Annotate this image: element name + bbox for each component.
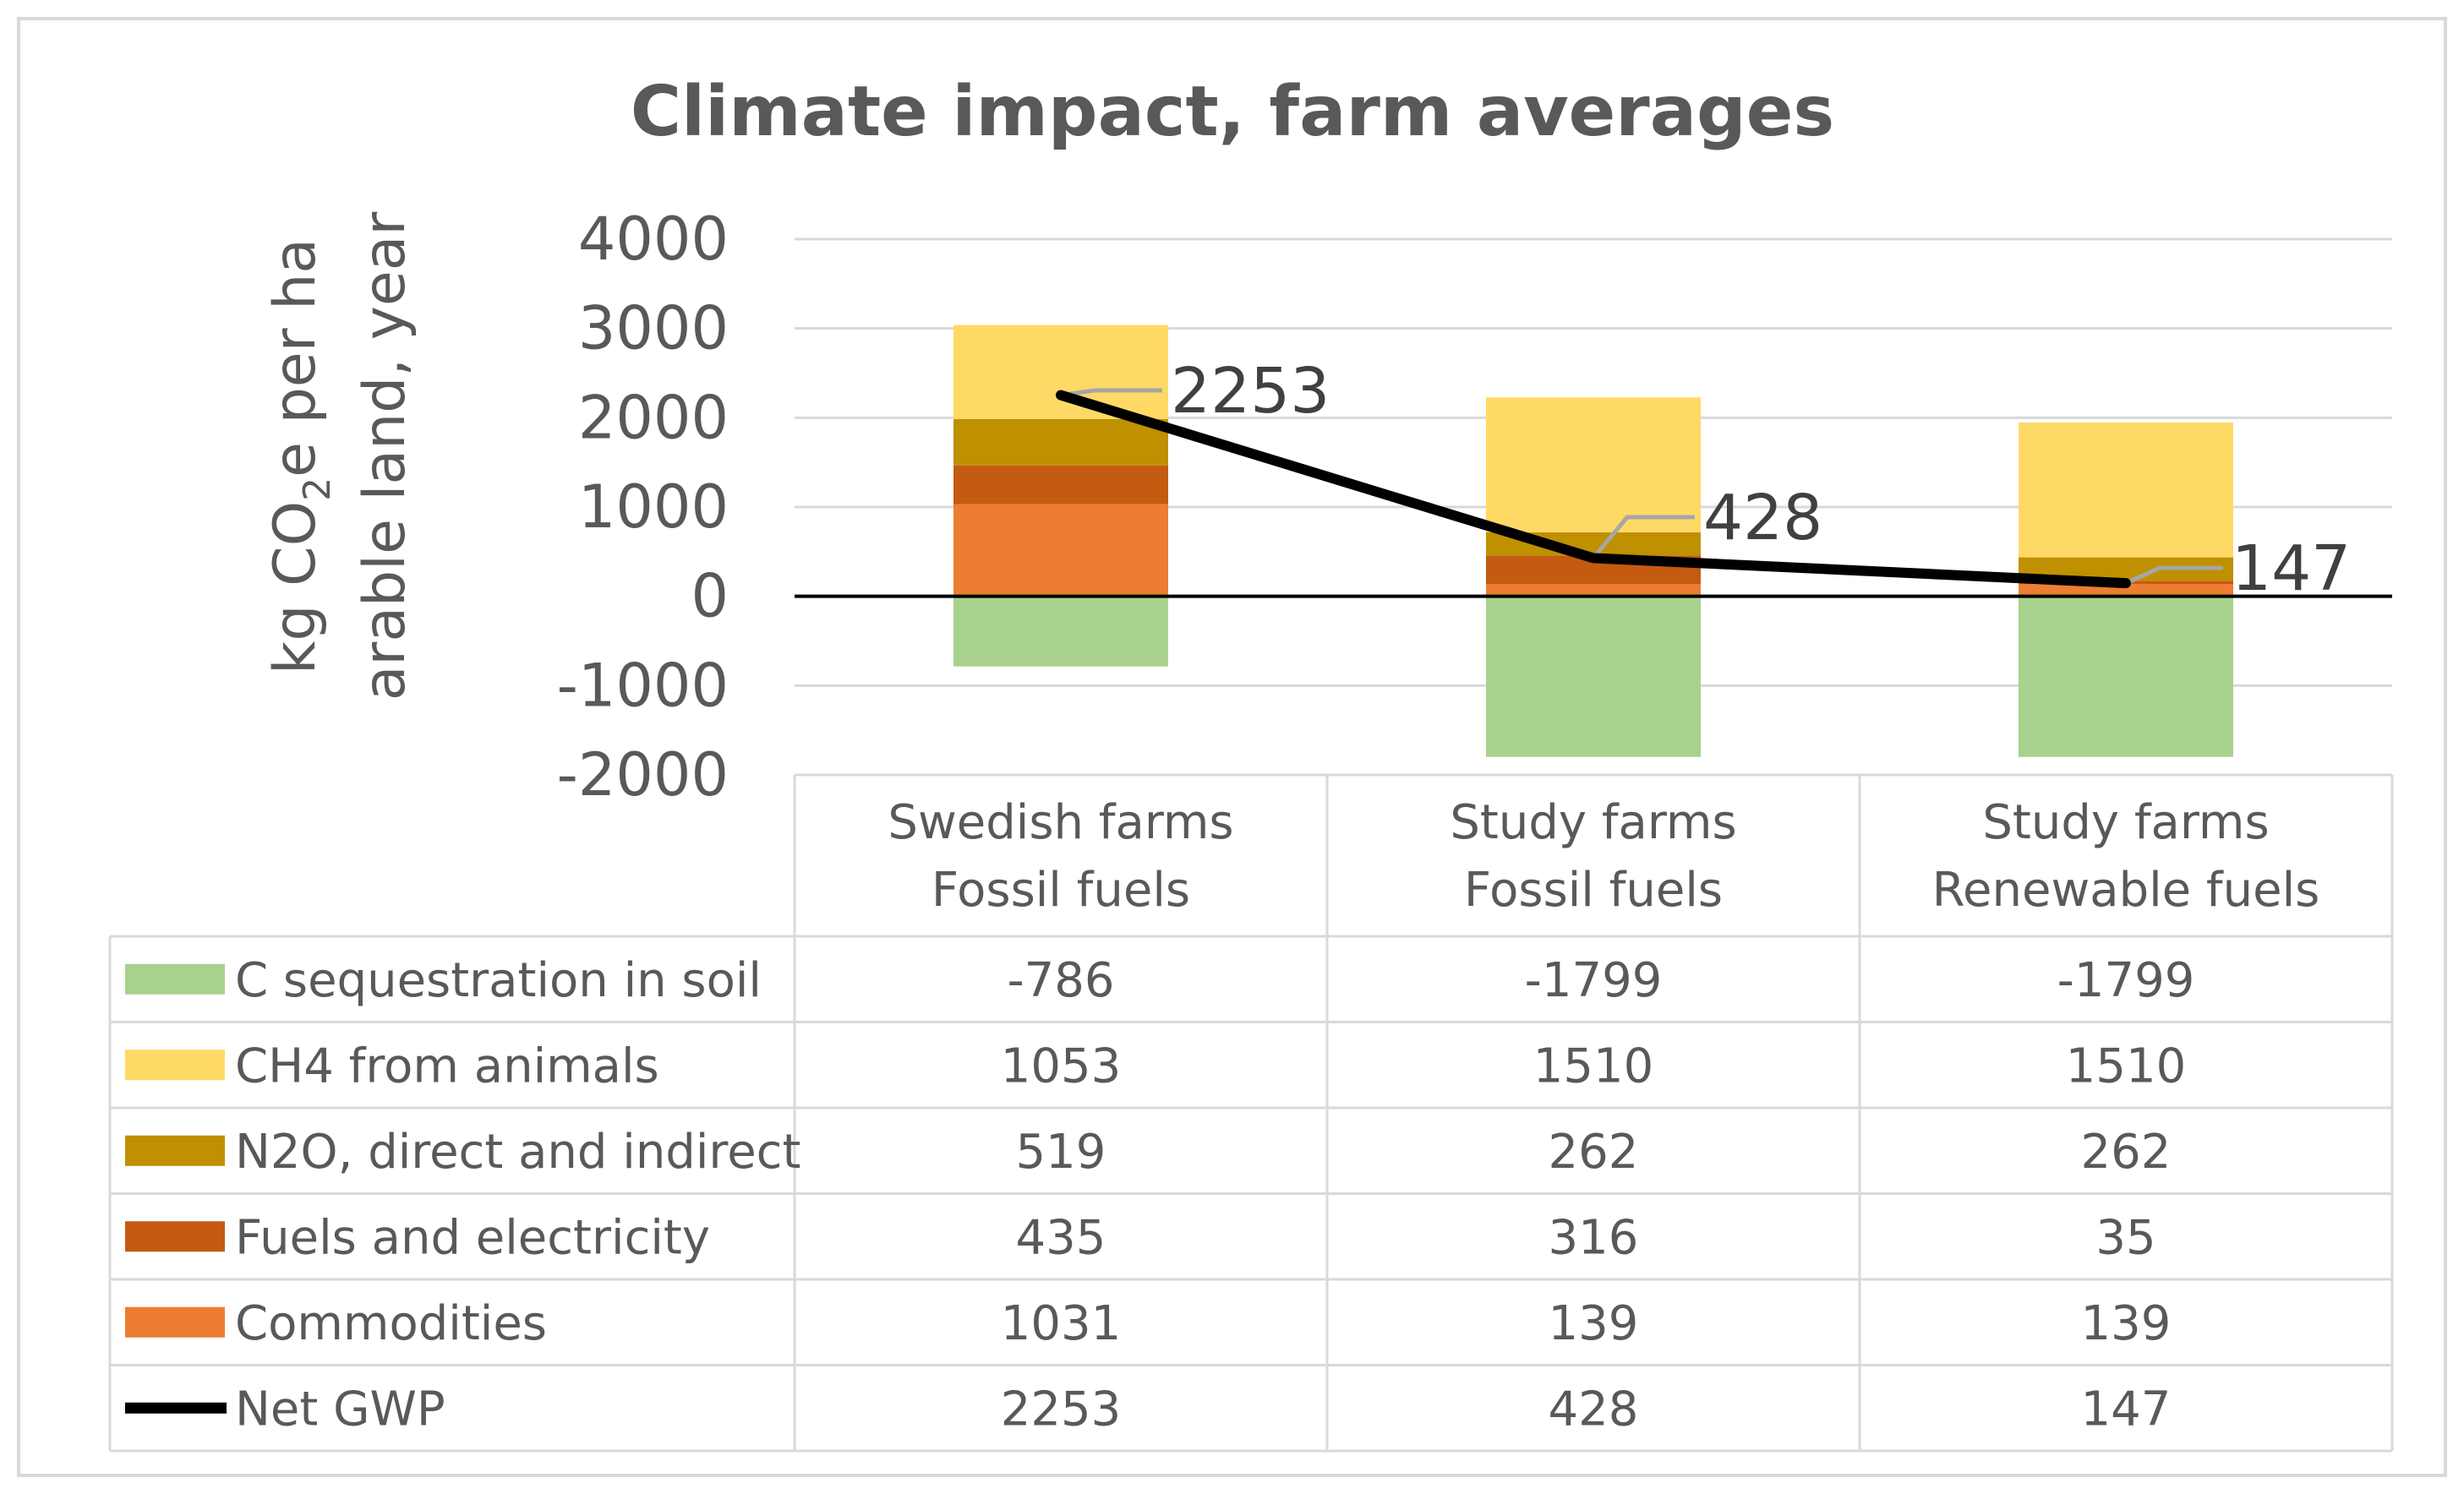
legend-key — [125, 1135, 225, 1166]
bar-segment — [953, 596, 1168, 667]
y-axis-title-line1: kg CO2e per ha — [262, 238, 339, 674]
net-gwp-leader-line — [1592, 515, 1695, 560]
bar-segment — [953, 418, 1168, 466]
table-cell-value: 519 — [1016, 1125, 1106, 1180]
category-label-line2: Fossil fuels — [1464, 863, 1723, 918]
bar-segment — [1486, 583, 1701, 597]
bar-segment — [1486, 596, 1701, 757]
net-gwp-point — [1593, 557, 1594, 559]
table-cell-value: 35 — [2095, 1210, 2155, 1265]
category-label-line2: Renewable fuels — [1932, 863, 2320, 918]
table-cell-value: 139 — [2081, 1296, 2172, 1351]
net-gwp-line: 2253 428 147 — [1056, 355, 2351, 605]
series-name: C sequestration in soil — [235, 953, 762, 1008]
net-gwp-leader-line — [2124, 565, 2223, 586]
legend-key — [125, 963, 225, 995]
y-axis-title-part2: e per ha — [262, 238, 329, 477]
bar-segment — [2019, 583, 2233, 597]
series-name: CH4 from animals — [235, 1039, 659, 1093]
y-tick-label: 4000 — [578, 204, 729, 274]
chart-title: Climate impact, farm averages — [631, 72, 1834, 152]
table-cell-value: 435 — [1016, 1210, 1106, 1265]
y-tick-label: 1000 — [578, 472, 729, 542]
table-cell-value: -786 — [1007, 953, 1114, 1008]
y-tick-label: 2000 — [578, 383, 729, 452]
legend-key — [125, 1050, 225, 1081]
legend-key — [125, 1306, 225, 1338]
table-cell-value: 262 — [2081, 1125, 2172, 1180]
series-name: Net GWP — [235, 1382, 445, 1437]
bars — [953, 324, 2233, 757]
table-cell-value: 1510 — [1533, 1039, 1654, 1093]
net-gwp-data-label: 428 — [1703, 482, 1822, 554]
table-cell-value: 139 — [1549, 1296, 1639, 1351]
table-cell-value: 147 — [2081, 1382, 2172, 1437]
bar-segment — [953, 504, 1168, 597]
category-label-line1: Study farms — [1982, 795, 2269, 850]
y-axis-title-part1: kg CO — [262, 501, 329, 674]
y-tick-label: -2000 — [557, 740, 729, 810]
series-name: Fuels and electricity — [235, 1210, 710, 1265]
bar-segment — [2019, 423, 2233, 558]
y-axis-title-subscript: 2 — [296, 477, 339, 501]
net-gwp-point — [2125, 582, 2127, 585]
bar-segment — [953, 324, 1168, 419]
table-cell-value: 262 — [1549, 1125, 1639, 1180]
category-label-line2: Fossil fuels — [932, 863, 1190, 918]
table-cell-value: 1031 — [1001, 1296, 1122, 1351]
series-name: Commodities — [235, 1296, 547, 1351]
y-tick-label: -1000 — [557, 651, 729, 720]
category-label-line1: Study farms — [1450, 795, 1736, 850]
table-cell-value: 1053 — [1001, 1039, 1122, 1093]
table-cell-value: -1799 — [1525, 953, 1663, 1008]
net-gwp-data-label: 147 — [2232, 532, 2351, 605]
table-cell-value: 428 — [1549, 1382, 1639, 1437]
bar-segment — [2019, 596, 2233, 757]
legend-key — [125, 1221, 225, 1252]
category-label-line1: Swedish farms — [888, 795, 1233, 850]
table-cell-value: 2253 — [1001, 1382, 1122, 1437]
bar-segment — [953, 465, 1168, 504]
bar-segment — [1486, 397, 1701, 532]
net-gwp-data-label: 2253 — [1171, 355, 1330, 428]
table-cell-value: -1799 — [2057, 953, 2195, 1008]
table-cell-value: 316 — [1549, 1210, 1639, 1265]
y-tick-label: 0 — [691, 562, 729, 631]
data-table: Swedish farms Fossil fuels Study farms Foss… — [108, 775, 2394, 1453]
y-tick-label: 3000 — [578, 294, 729, 363]
y-axis-title: kg CO2e per ha arable land, year — [262, 212, 418, 701]
y-axis-ticks: 4000 3000 2000 1000 0 -1000 -2000 — [557, 204, 729, 810]
series-name: N2O, direct and indirect — [235, 1125, 800, 1180]
table-cell-value: 1510 — [2066, 1039, 2187, 1093]
net-gwp-point — [1060, 394, 1062, 396]
y-axis-title-line2: arable land, year — [352, 212, 418, 701]
